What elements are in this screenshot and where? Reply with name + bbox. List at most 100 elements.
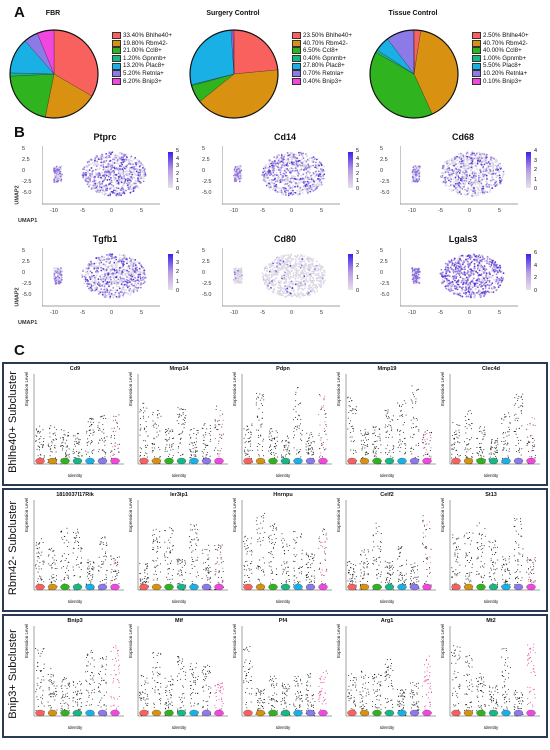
- violin-point: [454, 573, 456, 575]
- violin-point: [79, 575, 81, 577]
- violin-point: [144, 683, 146, 685]
- violin-point: [319, 691, 321, 693]
- violin-point: [166, 439, 168, 441]
- violin-point: [488, 704, 490, 706]
- violin-body: [151, 583, 162, 591]
- violin-point: [321, 530, 323, 532]
- violin-point: [363, 549, 365, 551]
- violin-point: [350, 578, 352, 580]
- violin-point: [169, 444, 171, 446]
- violin-point: [490, 558, 492, 560]
- violin-point: [428, 455, 430, 457]
- violin-point: [320, 690, 322, 692]
- violin-point: [210, 692, 212, 694]
- violin-point: [298, 567, 300, 569]
- violin-point: [206, 454, 208, 456]
- violin-point: [496, 685, 498, 687]
- violin-point: [165, 703, 167, 705]
- violin-point: [386, 416, 388, 418]
- legend-entry: 13.20% Plac8+: [112, 62, 172, 70]
- violin-point: [322, 441, 324, 443]
- violin-point: [379, 694, 381, 696]
- violin-point: [387, 417, 389, 419]
- violin-point: [465, 444, 467, 446]
- violin-point: [468, 655, 470, 657]
- violin-point: [114, 442, 116, 444]
- violin-point: [400, 430, 402, 432]
- violin-point: [156, 578, 158, 580]
- violin-point: [140, 578, 142, 580]
- violin-point: [261, 411, 263, 413]
- violin-point: [250, 431, 252, 433]
- violin-point: [43, 440, 45, 442]
- violin-point: [214, 574, 216, 576]
- violin-point: [219, 424, 221, 426]
- violin-point: [183, 565, 185, 567]
- violin-point: [286, 582, 288, 584]
- violin-point: [362, 708, 364, 710]
- violin-point: [180, 559, 182, 561]
- violin-point: [153, 560, 155, 562]
- violin-point: [476, 571, 478, 573]
- violin-point: [222, 419, 224, 421]
- violin-point: [101, 449, 103, 451]
- violin-point: [463, 675, 465, 677]
- violin-point: [366, 563, 368, 565]
- violin-point: [504, 558, 506, 560]
- violin-point: [105, 656, 107, 658]
- violin-point: [54, 581, 56, 583]
- violin-body: [397, 457, 407, 465]
- violin-point: [221, 434, 223, 436]
- violin-point: [455, 538, 457, 540]
- violin-point: [56, 463, 58, 465]
- violin-point: [501, 569, 503, 571]
- violin-point: [389, 424, 391, 426]
- violin-point: [219, 453, 221, 455]
- violin-point: [398, 701, 400, 703]
- x-tick-label: -10: [230, 208, 238, 214]
- violin-point: [117, 655, 119, 657]
- violin-point: [89, 560, 91, 562]
- violin-point: [172, 455, 174, 457]
- violin-point: [246, 646, 248, 648]
- legend-entry: 0.40% Bnip3+: [292, 78, 352, 86]
- legend-swatch: [292, 77, 301, 85]
- violin-point: [195, 692, 197, 694]
- violin-point: [418, 708, 420, 710]
- violin-point: [520, 397, 522, 399]
- violin-point: [529, 559, 531, 561]
- violin-point: [397, 704, 399, 706]
- violin-point: [156, 427, 158, 429]
- violin-point: [142, 402, 144, 404]
- violin-point: [244, 451, 246, 453]
- violin-point: [492, 564, 494, 566]
- violin-point: [98, 448, 100, 450]
- violin-point: [495, 569, 497, 571]
- violin-point: [86, 653, 88, 655]
- violin-point: [307, 680, 309, 682]
- violin-point: [374, 703, 376, 705]
- violin-point: [98, 691, 100, 693]
- violin-point: [181, 454, 183, 456]
- violin-point: [62, 679, 64, 681]
- violin-point: [530, 559, 532, 561]
- violin-point: [417, 565, 419, 567]
- violin-point: [469, 543, 471, 545]
- violin-point: [68, 561, 70, 563]
- violin-point: [273, 685, 275, 687]
- violin-point: [272, 698, 274, 700]
- violin-point: [86, 567, 88, 569]
- violin-point: [507, 657, 509, 659]
- violin-point: [385, 579, 387, 581]
- violin-point: [49, 705, 51, 707]
- violin-point: [244, 452, 246, 454]
- violin-body: [189, 583, 199, 591]
- violin-point: [89, 570, 91, 572]
- violin-point: [64, 434, 66, 436]
- violin-point: [115, 647, 117, 649]
- violin-point: [425, 546, 427, 548]
- violin-point: [261, 527, 263, 529]
- violin-point: [348, 561, 350, 563]
- violin-point: [103, 555, 105, 557]
- violin-point: [305, 446, 307, 448]
